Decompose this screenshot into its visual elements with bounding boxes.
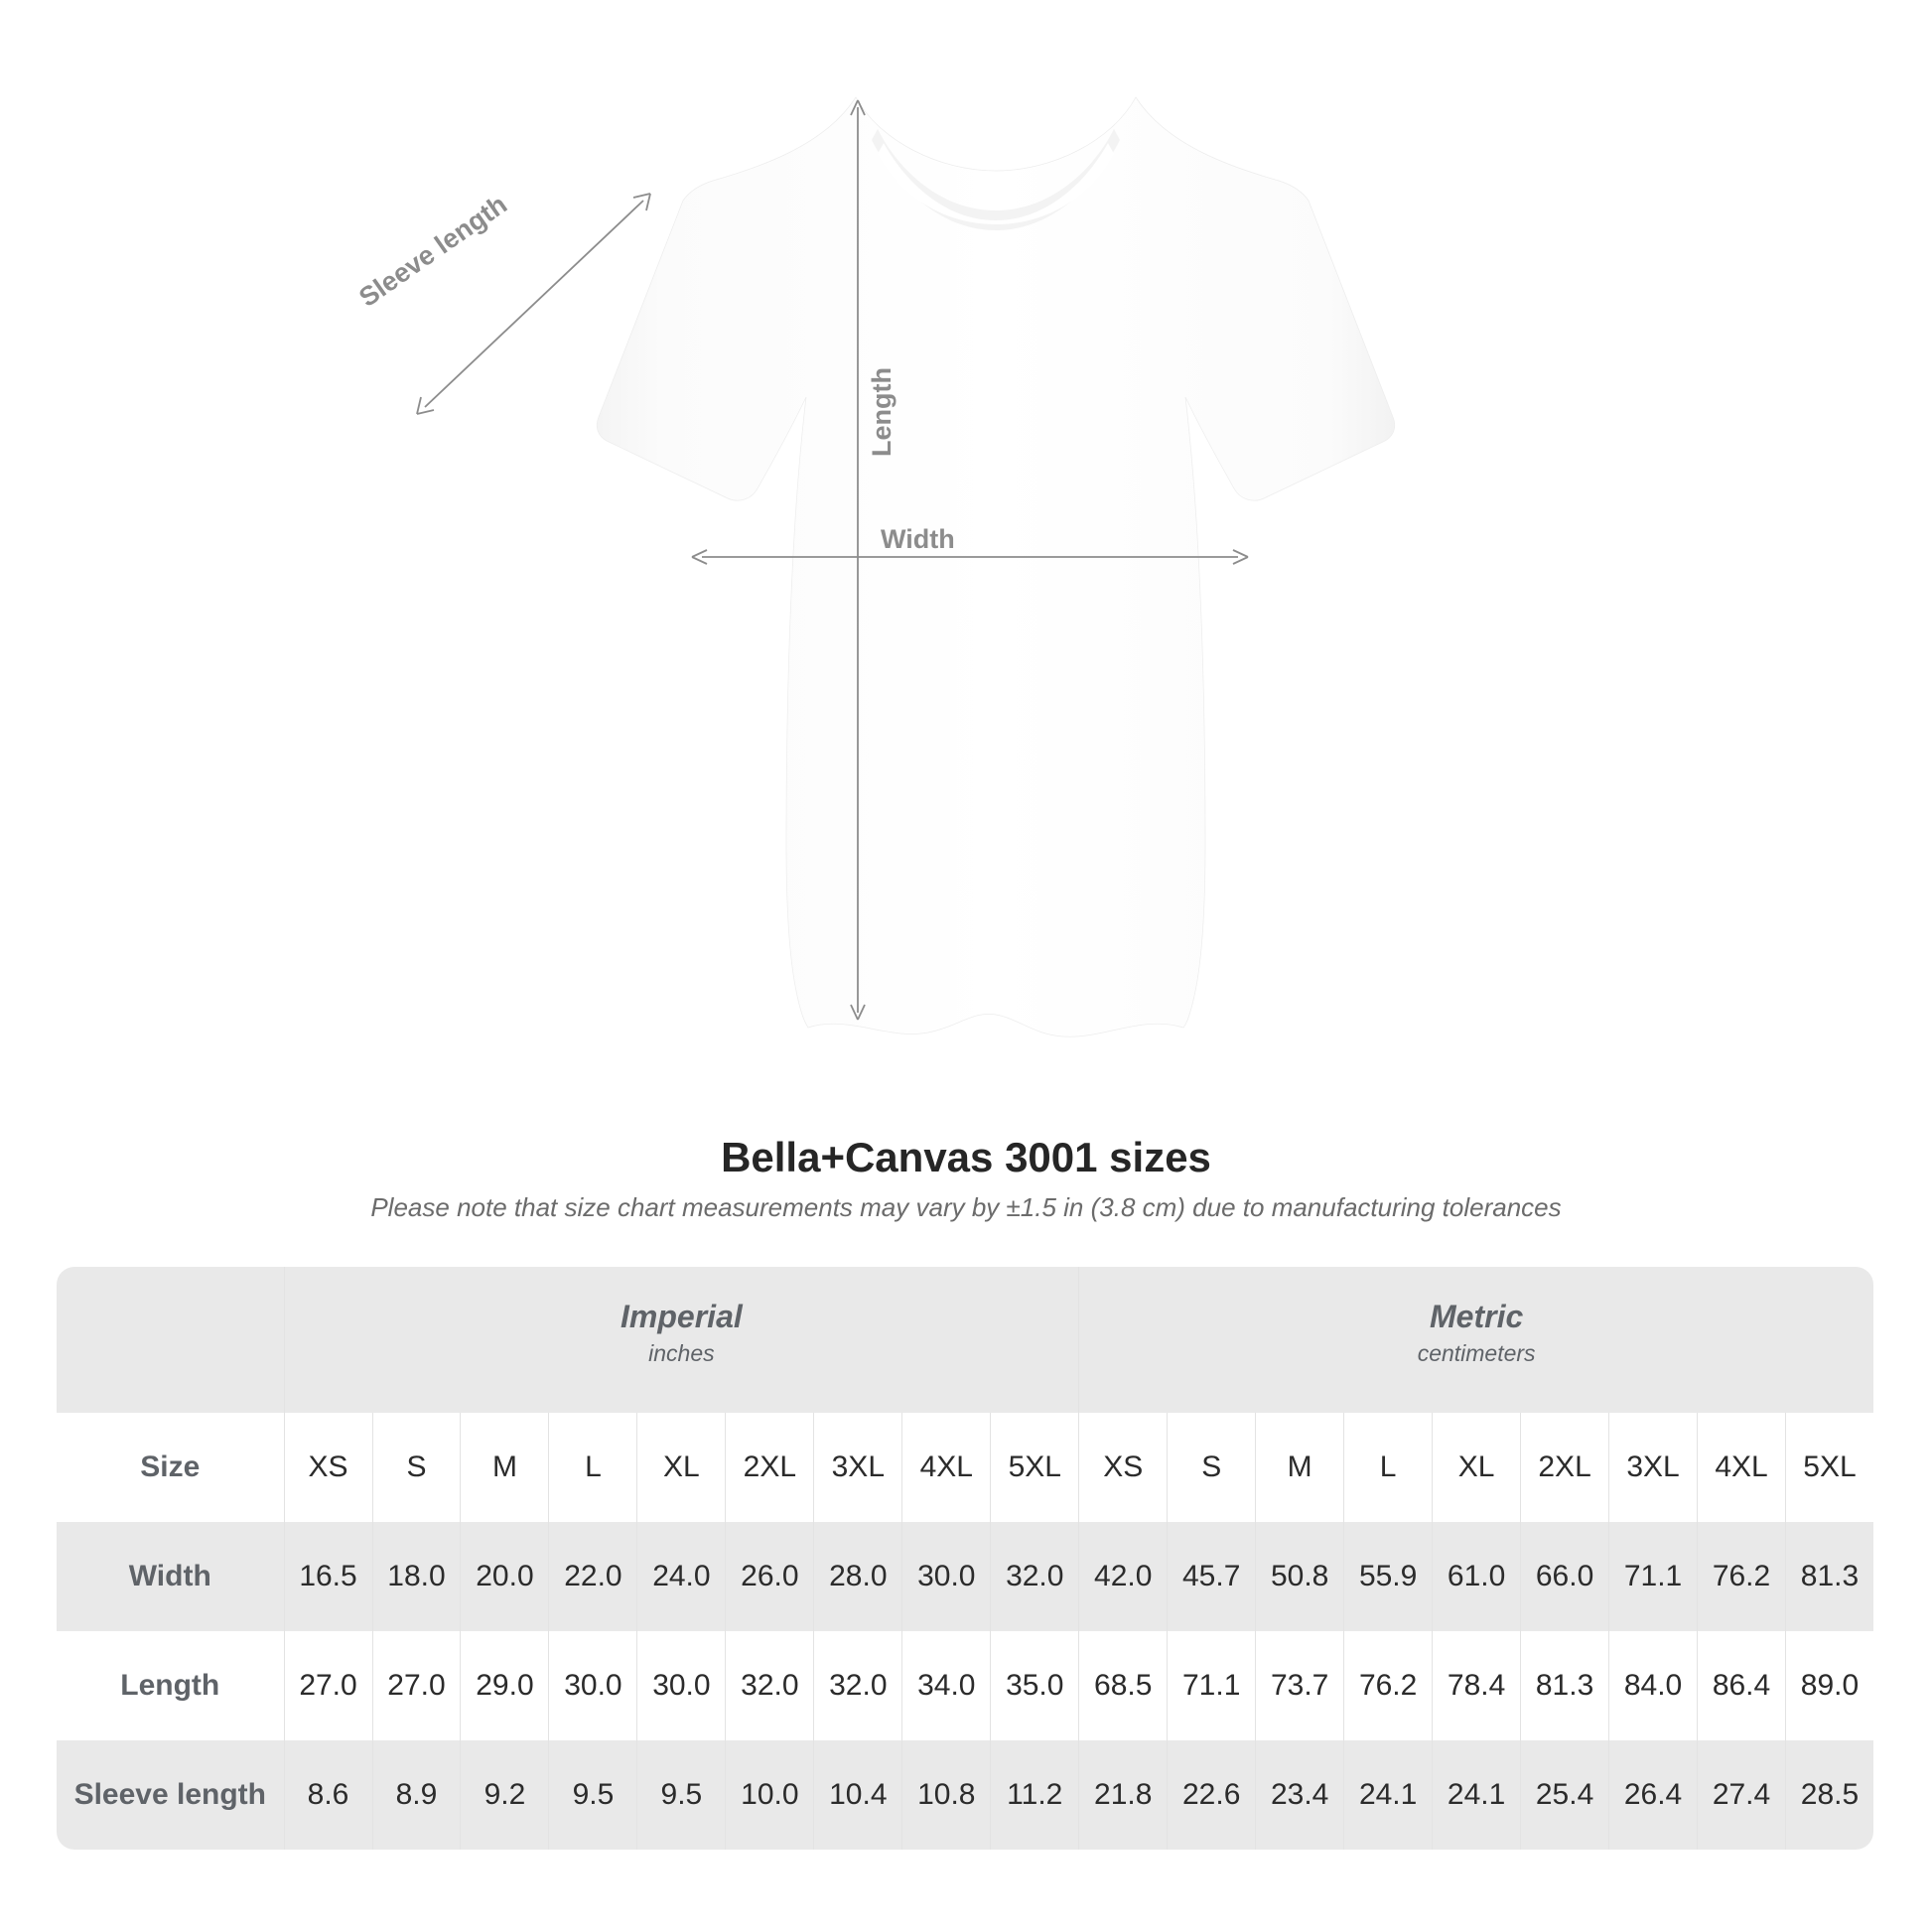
svg-text:Length: Length (867, 367, 897, 457)
svg-text:Width: Width (881, 524, 955, 554)
svg-text:Sleeve length: Sleeve length (353, 189, 512, 312)
